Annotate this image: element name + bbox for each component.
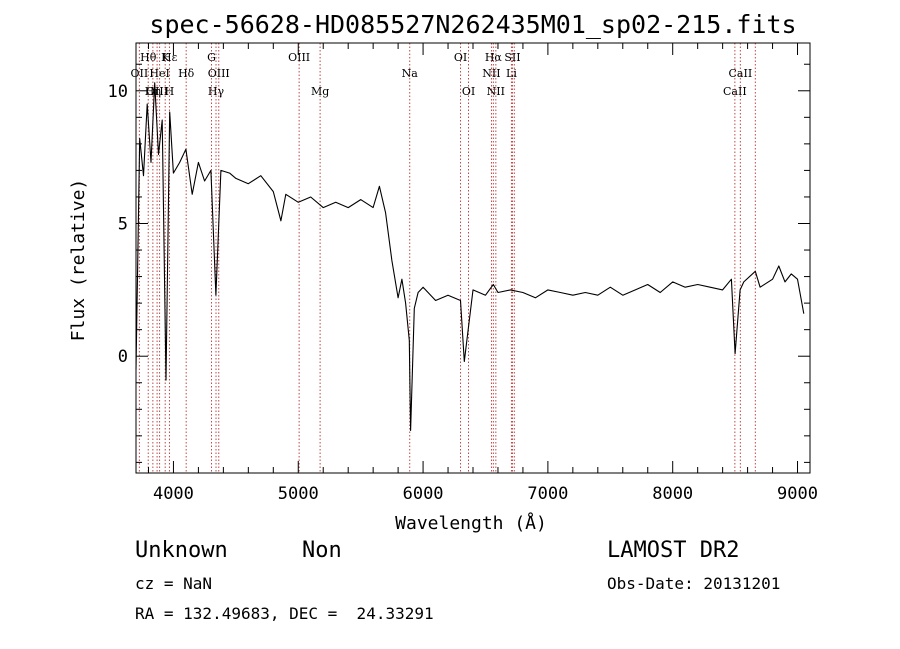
line-marker-label: Hδ — [178, 67, 195, 80]
y-tick-label: 10 — [108, 82, 128, 102]
line-marker-label: SII — [504, 51, 520, 64]
line-marker-label: G — [207, 51, 216, 64]
spectrum-series — [135, 82, 805, 432]
spectrum-line — [135, 82, 805, 432]
axes: 4000 5000 6000 7000 8000 9000 0 5 10 — [108, 43, 818, 504]
line-marker-label: Hθ — [140, 51, 157, 64]
line-marker-label: OII — [131, 67, 149, 80]
line-marker-label: OIII — [208, 67, 230, 80]
plot-frame — [135, 42, 811, 474]
line-marker-label: K — [161, 51, 170, 64]
line-marker-label: OI — [462, 85, 475, 98]
object-class: Unknown — [135, 538, 228, 563]
y-tick-label: 0 — [118, 347, 128, 367]
line-marker-label: NII — [482, 67, 500, 80]
observation-date: Obs-Date: 20131201 — [607, 574, 781, 593]
line-marker-label: OIII — [146, 85, 168, 98]
line-marker-label: Na — [402, 67, 419, 80]
chart-title: spec-56628-HD085527N262435M01_sp02-215.f… — [149, 10, 796, 39]
x-tick-label: 9000 — [777, 484, 818, 504]
line-marker-label: HeI — [149, 67, 169, 80]
survey-name: LAMOST DR2 — [607, 538, 740, 563]
line-marker-label: NII — [487, 85, 505, 98]
redshift-cz: cz = NaN — [135, 574, 213, 593]
x-tick-label: 5000 — [278, 484, 319, 504]
x-tick-label: 6000 — [403, 484, 444, 504]
x-tick-label: 4000 — [153, 484, 194, 504]
coordinates: RA = 132.49683, DEC = 24.33291 — [135, 604, 434, 623]
line-marker-label: OIII — [288, 51, 310, 64]
x-axis-label: Wavelength (Å) — [395, 512, 547, 534]
line-marker-label: H — [165, 85, 175, 98]
line-markers — [138, 43, 756, 473]
y-tick-label: 5 — [118, 214, 128, 234]
line-marker-label: Mg — [311, 85, 329, 98]
line-marker-label: OI — [454, 51, 467, 64]
line-marker-label: Hα — [485, 51, 503, 64]
x-tick-label: 8000 — [652, 484, 693, 504]
y-axis-label: Flux (relative) — [68, 179, 89, 342]
line-marker-label: Hγ — [208, 85, 225, 98]
x-tick-label: 7000 — [527, 484, 568, 504]
object-subclass: Non — [302, 538, 342, 563]
line-marker-label: Hη — [145, 85, 161, 98]
line-marker-label: CaII — [729, 67, 753, 80]
line-marker-label: Li — [506, 67, 517, 80]
line-marker-label: CaII — [723, 85, 747, 98]
